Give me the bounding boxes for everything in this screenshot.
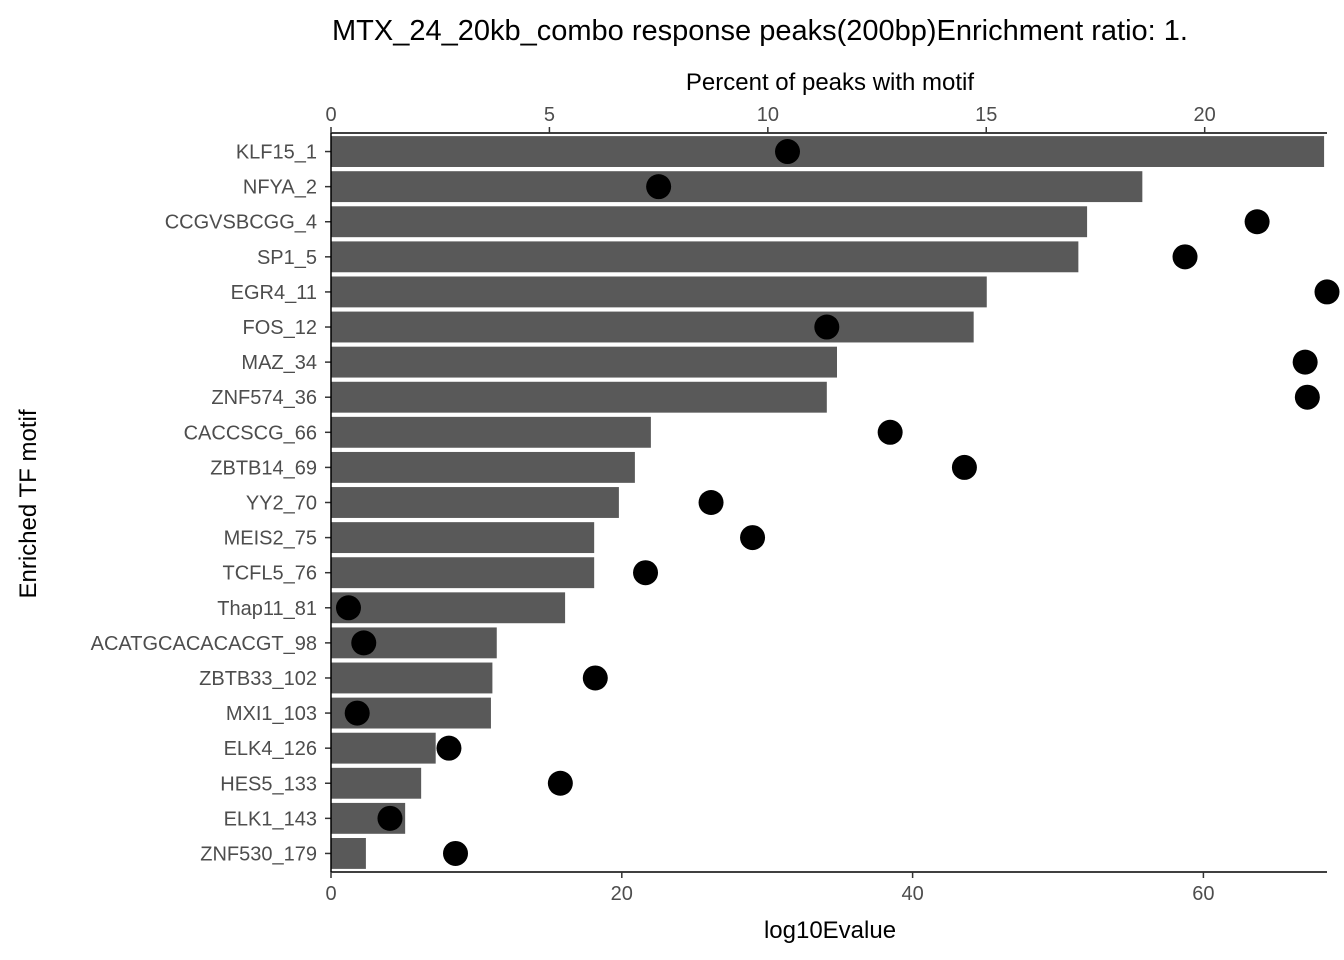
- point-MXI1_103: [344, 700, 370, 726]
- bar-MAZ_34: [331, 346, 837, 378]
- bar-FOS_12: [331, 311, 974, 343]
- point-KLF15_1: [775, 139, 800, 165]
- bar-CCGVSBCGG_4: [331, 206, 1088, 238]
- point-ELK4_126: [436, 735, 462, 761]
- x2-tick-label: 15: [975, 104, 997, 126]
- y-tick-label: ZNF530_179: [200, 843, 317, 865]
- point-SP1_5: [1172, 244, 1198, 270]
- point-MEIS2_75: [740, 525, 766, 551]
- bar-HES5_133: [331, 767, 422, 799]
- point-HES5_133: [547, 770, 573, 796]
- y-tick-label: KLF15_1: [236, 142, 317, 164]
- y-tick-label: TCFL5_76: [223, 563, 318, 585]
- bar-ZBTB14_69: [331, 451, 635, 483]
- bar-NFYA_2: [331, 171, 1143, 203]
- point-EGR4_11: [1314, 279, 1340, 305]
- top-axis-title: Percent of peaks with motif: [686, 69, 974, 96]
- point-ZBTB14_69: [951, 454, 977, 480]
- y-tick-label: ELK1_143: [224, 808, 317, 830]
- bar-Thap11_81: [331, 592, 566, 624]
- point-MAZ_34: [1292, 349, 1318, 375]
- x-tick-label: 60: [1192, 883, 1214, 905]
- point-FOS_12: [814, 314, 840, 340]
- point-ZBTB33_102: [582, 665, 608, 691]
- bar-ELK4_126: [331, 732, 436, 764]
- y-tick-label: HES5_133: [220, 773, 317, 795]
- point-TCFL5_76: [633, 560, 659, 586]
- chart-title: MTX_24_20kb_combo response peaks(200bp)E…: [332, 15, 1188, 47]
- y-tick-label: SP1_5: [257, 247, 317, 269]
- bar-KLF15_1: [331, 136, 1325, 167]
- point-CCGVSBCGG_4: [1244, 209, 1270, 235]
- bar-CACCSCG_66: [331, 416, 651, 448]
- point-ZNF574_36: [1294, 384, 1320, 410]
- bar-ZNF574_36: [331, 381, 827, 413]
- y-tick-label: NFYA_2: [243, 177, 317, 199]
- point-Thap11_81: [335, 595, 361, 621]
- bar-EGR4_11: [331, 276, 987, 308]
- y-tick-label: ZBTB14_69: [210, 457, 317, 479]
- bars-layer: [331, 136, 1325, 869]
- x-tick-label: 40: [901, 883, 923, 905]
- y-tick-label: ZNF574_36: [211, 387, 317, 409]
- point-ELK1_143: [377, 805, 403, 831]
- bar-ZBTB33_102: [331, 662, 493, 694]
- y-tick-label: ACATGCACACACGT_98: [91, 633, 317, 655]
- bar-TCFL5_76: [331, 557, 595, 589]
- x2-tick-label: 0: [325, 104, 336, 126]
- y-tick-label: EGR4_11: [231, 282, 317, 304]
- y-tick-label: MEIS2_75: [224, 528, 317, 550]
- y-tick-label: MAZ_34: [241, 352, 317, 374]
- x-tick-label: 0: [325, 883, 336, 905]
- y-axis-title: Enriched TF motif: [15, 409, 42, 598]
- bar-YY2_70: [331, 487, 619, 518]
- x-tick-label: 20: [611, 883, 633, 905]
- y-tick-label: FOS_12: [243, 317, 317, 339]
- point-CACCSCG_66: [877, 419, 903, 445]
- x2-tick-label: 10: [757, 104, 779, 126]
- y-tick-label: ELK4_126: [224, 738, 317, 760]
- point-ZNF530_179: [443, 840, 468, 866]
- y-tick-label: MXI1_103: [226, 703, 317, 725]
- y-tick-label: CCGVSBCGG_4: [165, 212, 317, 234]
- points-layer: [335, 139, 1340, 866]
- y-tick-label: Thap11_81: [217, 598, 317, 620]
- bar-ZNF530_179: [331, 838, 366, 869]
- point-YY2_70: [698, 490, 724, 515]
- x2-tick-label: 5: [544, 104, 555, 126]
- bottom-axis-title: log10Evalue: [764, 917, 896, 944]
- y-tick-label: CACCSCG_66: [184, 422, 317, 444]
- y-tick-label: ZBTB33_102: [199, 668, 317, 690]
- bar-SP1_5: [331, 241, 1079, 273]
- point-NFYA_2: [646, 174, 672, 200]
- bar-MEIS2_75: [331, 522, 595, 554]
- y-tick-label: YY2_70: [246, 493, 317, 515]
- x2-tick-label: 20: [1194, 104, 1216, 126]
- axes-layer: KLF15_1 NFYA_2 CCGVSBCGG_4 SP1_5 EGR4_11 FOS_…: [91, 104, 1327, 905]
- point-ACATGCACACACGT_98: [351, 630, 377, 656]
